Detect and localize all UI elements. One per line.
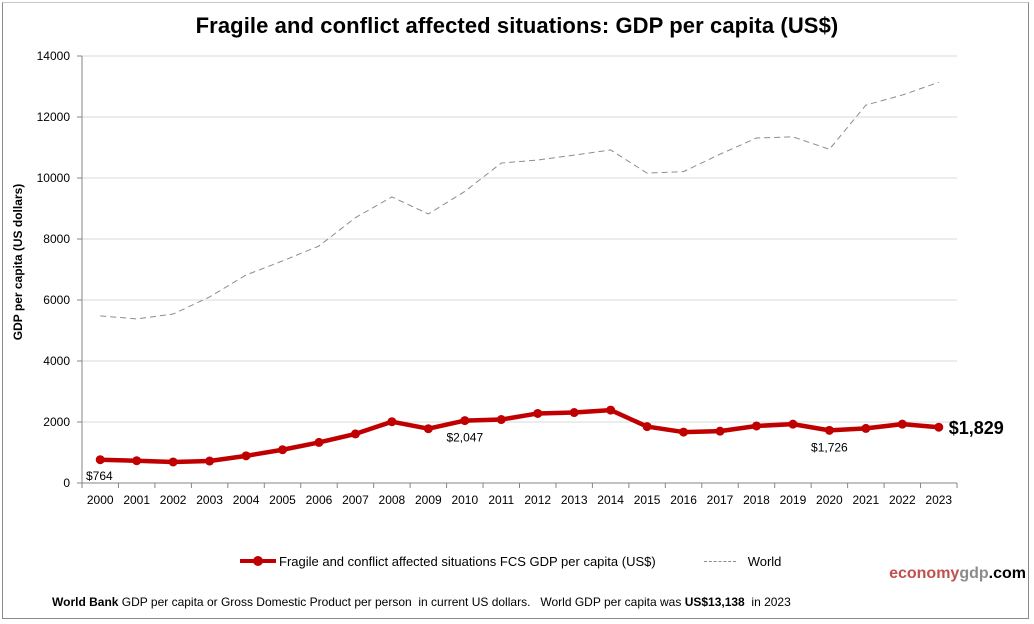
footer-text-2: in 2023	[744, 595, 791, 609]
y-tick-label: 0	[63, 476, 70, 490]
data-point-fcs	[241, 451, 251, 461]
data-point-fcs	[168, 457, 178, 467]
x-tick-label: 2015	[634, 493, 661, 507]
y-tick-label: 2000	[43, 415, 70, 429]
data-point-fcs	[569, 408, 579, 418]
data-labels: $764 $2,047 $1,726 $1,829	[86, 418, 1004, 483]
data-point-fcs	[788, 419, 798, 429]
footer-source: World Bank	[52, 595, 119, 609]
data-point-fcs	[897, 419, 907, 429]
x-tick-label: 2004	[233, 493, 260, 507]
brand-part-economy: economy	[889, 565, 960, 582]
x-tick-label: 2007	[342, 493, 369, 507]
legend: Fragile and conflict affected situations…	[240, 551, 781, 571]
footer-note: World Bank GDP per capita or Gross Domes…	[52, 595, 791, 609]
y-tick-label: 6000	[43, 293, 70, 307]
x-tick-label: 2016	[670, 493, 697, 507]
x-tick-label: 2023	[925, 493, 952, 507]
data-point-fcs	[824, 425, 834, 435]
data-point-fcs	[205, 456, 215, 466]
x-tick-label: 2000	[87, 493, 114, 507]
x-tick-label: 2022	[889, 493, 916, 507]
x-tick-label: 2006	[306, 493, 333, 507]
y-tick-label: 14000	[37, 49, 71, 63]
y-tick-label: 4000	[43, 354, 70, 368]
data-point-fcs	[715, 426, 725, 436]
x-tick-label: 2014	[597, 493, 624, 507]
chart-title: Fragile and conflict affected situations…	[195, 13, 839, 38]
data-point-fcs	[751, 421, 761, 431]
data-point-fcs	[642, 422, 652, 432]
x-tick-label: 2017	[707, 493, 734, 507]
legend-fcs-label: Fragile and conflict affected situations…	[279, 553, 656, 569]
data-point-fcs	[278, 445, 288, 455]
data-point-fcs	[934, 422, 944, 432]
data-point-fcs	[496, 415, 506, 425]
x-tick-label: 2005	[269, 493, 296, 507]
x-tick-label: 2010	[451, 493, 478, 507]
x-tick-label: 2021	[853, 493, 880, 507]
x-tick-label: 2018	[743, 493, 770, 507]
data-label: $2,047	[446, 431, 483, 445]
x-tick-label: 2013	[561, 493, 588, 507]
x-tick-label: 2020	[816, 493, 843, 507]
x-tick-label: 2011	[488, 493, 514, 507]
data-point-fcs	[387, 417, 397, 427]
x-tick-label: 2012	[524, 493, 551, 507]
data-point-fcs	[95, 455, 105, 465]
x-tick-label: 2003	[196, 493, 223, 507]
brand-part-gdp: gdp	[959, 565, 989, 582]
data-point-fcs	[606, 405, 616, 415]
data-point-fcs	[533, 408, 543, 418]
brand-logo[interactable]: economygdp.com	[889, 565, 1026, 583]
data-label: $764	[86, 469, 113, 483]
series-layer	[95, 81, 944, 467]
series-line-fcs	[100, 407, 939, 465]
x-tick-label: 2001	[123, 493, 150, 507]
data-label: $1,726	[811, 440, 848, 454]
legend-world-label: World	[747, 553, 782, 569]
data-point-fcs	[460, 416, 470, 426]
series-line-world	[100, 81, 939, 320]
y-tick-labels: 0 2000 4000 6000 8000 10000 12000 14000	[37, 49, 71, 490]
footer-world-value: US$13,138	[684, 595, 745, 609]
brand-part-com: .com	[988, 565, 1026, 582]
legend-fcs-swatch	[240, 556, 276, 566]
data-point-fcs	[350, 429, 360, 439]
y-tick-label: 12000	[37, 110, 71, 124]
x-tick-label: 2008	[379, 493, 406, 507]
x-tick-label: 2009	[415, 493, 442, 507]
data-label-latest: $1,829	[949, 418, 1004, 438]
x-tick-labels: 2000 2001 2002 2003 2004 2005 2006 2007 2008 2009…	[87, 493, 953, 507]
data-point-fcs	[679, 427, 689, 437]
footer-text-1: GDP per capita or Gross Domestic Product…	[118, 595, 685, 609]
data-point-fcs	[861, 423, 871, 433]
gridlines	[82, 55, 957, 423]
data-point-fcs	[423, 424, 433, 434]
data-point-fcs	[132, 456, 142, 466]
axes	[77, 55, 958, 488]
data-point-fcs	[314, 437, 324, 447]
legend-world-swatch	[703, 560, 736, 562]
x-tick-label: 2002	[160, 493, 187, 507]
y-tick-label: 10000	[37, 171, 71, 185]
x-tick-label: 2019	[780, 493, 807, 507]
y-tick-label: 8000	[43, 232, 70, 246]
